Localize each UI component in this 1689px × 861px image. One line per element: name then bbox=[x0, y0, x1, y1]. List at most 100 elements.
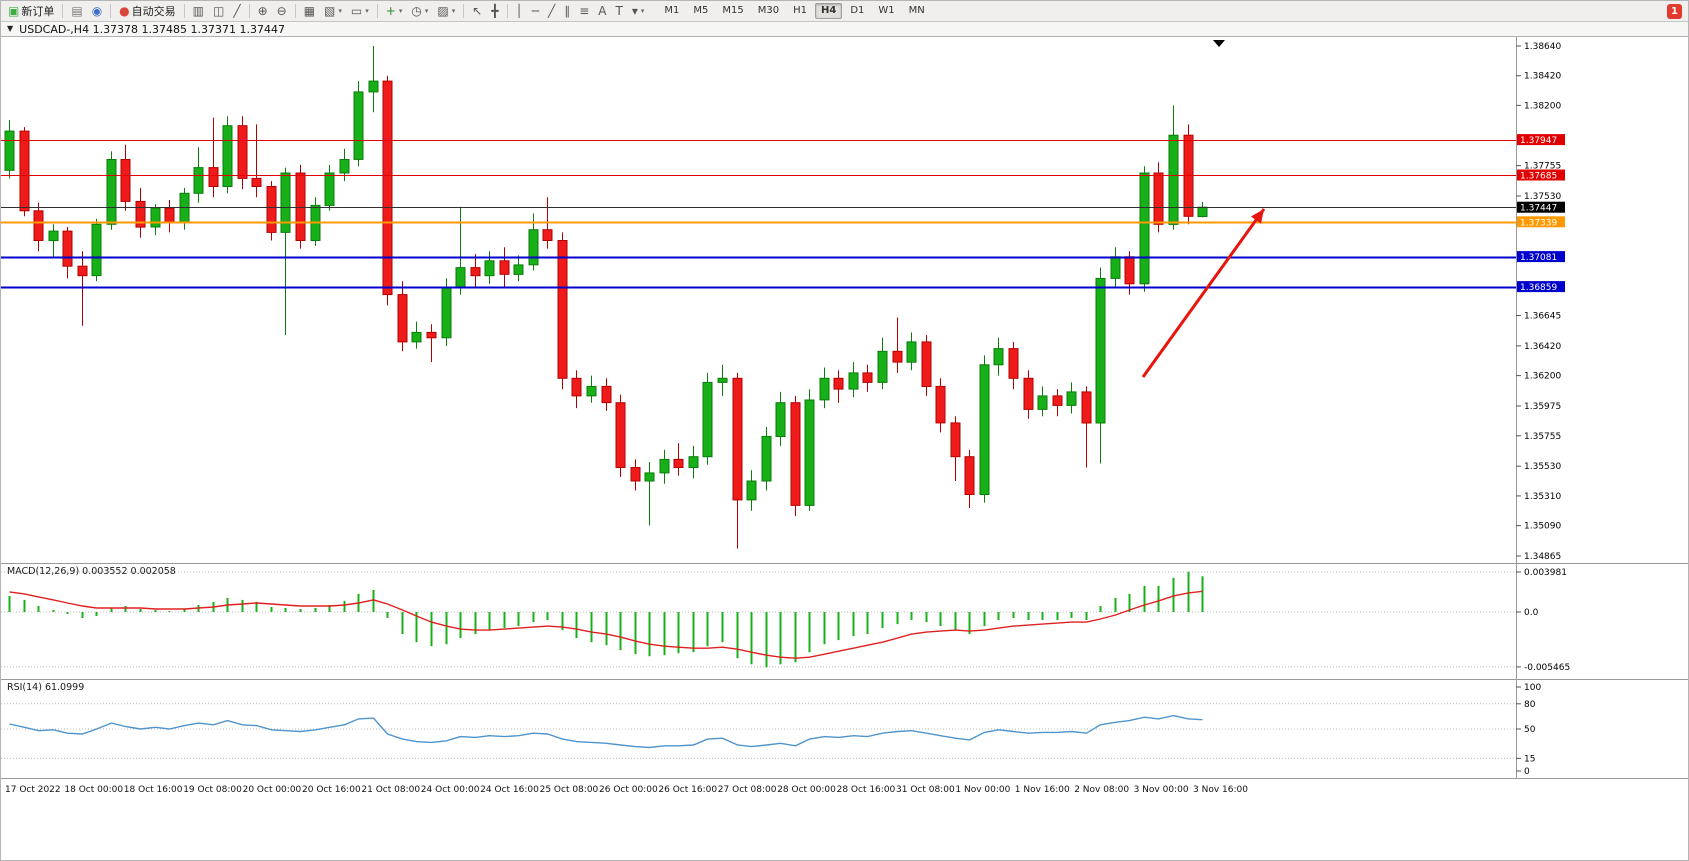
time-axis-label: 28 Oct 00:00 bbox=[777, 785, 836, 795]
timeframe-d1-button[interactable]: D1 bbox=[850, 5, 865, 16]
svg-text:1.35530: 1.35530 bbox=[1524, 462, 1561, 472]
new-order-button[interactable]: ▣ 新订单 bbox=[4, 3, 58, 20]
arrows-button[interactable]: ▾ ▾ bbox=[628, 3, 649, 20]
svg-text:1.36200: 1.36200 bbox=[1524, 372, 1561, 382]
horizontal-lines-layer[interactable] bbox=[1, 140, 1516, 289]
time-axis-label: 26 Oct 16:00 bbox=[658, 785, 718, 795]
macd-panel-canvas[interactable]: 0.003981 0.0 -0.005465 bbox=[1, 563, 1689, 679]
trendline-button[interactable]: ╱ bbox=[544, 3, 559, 20]
text-button[interactable]: A bbox=[594, 3, 610, 20]
svg-text:1.35310: 1.35310 bbox=[1524, 492, 1561, 502]
svg-text:1.37685: 1.37685 bbox=[1520, 172, 1557, 182]
channel-button[interactable]: ∥ bbox=[560, 3, 574, 20]
time-axis[interactable]: 17 Oct 2022 18 Oct 00:00 18 Oct 16:00 19 Oc… bbox=[1, 778, 1688, 802]
trendline-button-glyph: ╱ bbox=[547, 4, 556, 18]
price-tag bbox=[1517, 134, 1565, 146]
chart-window-icon[interactable]: ▤ bbox=[67, 3, 86, 20]
zoom-in-button-glyph: ⊕ bbox=[257, 4, 268, 18]
price-tag bbox=[1517, 169, 1565, 181]
zoom-out-button-glyph: ⊖ bbox=[276, 4, 287, 18]
rsi-indicator-label: RSI(14) 61.0999 bbox=[7, 682, 85, 693]
time-axis-label: 1 Nov 16:00 bbox=[1014, 785, 1070, 795]
time-axis-label: 3 Nov 00:00 bbox=[1133, 785, 1189, 795]
svg-text:100: 100 bbox=[1524, 683, 1541, 693]
timeframe-m30-button[interactable]: M30 bbox=[757, 5, 780, 16]
line-chart-type-button[interactable]: ╱ bbox=[229, 3, 244, 20]
zoom-in-button[interactable]: ⊕ bbox=[254, 3, 272, 20]
label-button-glyph: T bbox=[615, 4, 623, 18]
rsi-panel-canvas[interactable]: 100 80 50 15 0 bbox=[1, 679, 1689, 778]
price-chart-canvas[interactable]: 1.38640 1.38420 1.38200 1.37755 1.37530 1.366… bbox=[1, 37, 1689, 563]
time-axis-label: 27 Oct 08:00 bbox=[717, 785, 777, 795]
bar-chart-type-button-glyph: ▥ bbox=[192, 4, 204, 18]
time-axis-label: 31 Oct 08:00 bbox=[896, 785, 955, 795]
indicators-button[interactable]: + ▾ bbox=[382, 3, 407, 20]
auto-trading-button-label: 自动交易 bbox=[131, 4, 176, 18]
time-axis-label: 2 Nov 08:00 bbox=[1074, 785, 1130, 795]
bar-chart-type-button[interactable]: ▥ bbox=[189, 3, 208, 20]
timeframe-m1-button[interactable]: M1 bbox=[664, 5, 680, 16]
svg-text:1.37081: 1.37081 bbox=[1520, 253, 1557, 263]
macd-signal-line bbox=[9, 590, 1203, 659]
timeframe-mn-button[interactable]: MN bbox=[908, 5, 925, 16]
price-tag bbox=[1517, 251, 1565, 263]
svg-text:1.36645: 1.36645 bbox=[1524, 312, 1561, 322]
timeframe-h4-button[interactable]: H4 bbox=[814, 3, 843, 19]
auto-arrange-button[interactable]: ▧ ▾ bbox=[320, 3, 346, 20]
svg-text:1.34865: 1.34865 bbox=[1524, 552, 1561, 562]
window-menu-icon[interactable]: ▼ bbox=[7, 24, 14, 33]
svg-text:1.38640: 1.38640 bbox=[1524, 42, 1561, 52]
price-tag bbox=[1517, 201, 1565, 213]
candlestick-chart-type-button[interactable]: ◫ bbox=[209, 3, 228, 20]
zoom-out-button[interactable]: ⊖ bbox=[273, 3, 291, 20]
svg-text:1.38200: 1.38200 bbox=[1524, 101, 1561, 111]
auto-trading-button[interactable]: ● 自动交易 bbox=[115, 3, 179, 20]
timeframe-m15-button[interactable]: M15 bbox=[722, 5, 744, 16]
time-axis-label: 3 Nov 16:00 bbox=[1193, 785, 1248, 795]
time-axis-label: 25 Oct 08:00 bbox=[539, 785, 599, 795]
horizontal-line-button[interactable]: ─ bbox=[528, 3, 543, 20]
macd-indicator-label: MACD(12,26,9) 0.003552 0.002058 bbox=[7, 566, 176, 577]
cursor-button[interactable]: ↖ bbox=[468, 3, 486, 20]
macd-histogram bbox=[8, 571, 1204, 668]
text-button-glyph: A bbox=[598, 4, 607, 18]
timeframe-m5-button[interactable]: M5 bbox=[693, 5, 709, 16]
svg-text:15: 15 bbox=[1524, 754, 1535, 764]
templates-button[interactable]: ▨ ▾ bbox=[433, 3, 459, 20]
time-axis-label: 28 Oct 16:00 bbox=[836, 785, 896, 795]
time-axis-label: 18 Oct 16:00 bbox=[123, 785, 183, 795]
line-chart-type-button-glyph: ╱ bbox=[233, 4, 241, 18]
svg-text:1.37339: 1.37339 bbox=[1520, 218, 1557, 228]
label-button[interactable]: T bbox=[611, 3, 626, 20]
trend-arrow-annotation[interactable] bbox=[1141, 208, 1266, 378]
profiles-icon-glyph: ◉ bbox=[91, 4, 103, 18]
timeframe-w1-button[interactable]: W1 bbox=[878, 5, 895, 16]
svg-text:0: 0 bbox=[1524, 767, 1530, 777]
vertical-line-button[interactable]: │ bbox=[512, 3, 527, 20]
arrows-button-glyph: ▾ bbox=[631, 4, 638, 18]
svg-text:1.35090: 1.35090 bbox=[1524, 522, 1561, 532]
dropdown-caret-icon: ▾ bbox=[398, 7, 403, 15]
chart-end-marker-icon bbox=[1213, 40, 1225, 47]
time-axis-label: 17 Oct 2022 bbox=[5, 785, 61, 795]
crosshair-button[interactable]: ╋ bbox=[487, 3, 502, 20]
chart-title-bar: ▼ USDCAD-,H4 1.37378 1.37485 1.37371 1.3… bbox=[1, 22, 1688, 37]
timeframe-h1-button[interactable]: H1 bbox=[793, 5, 807, 16]
svg-text:1.38420: 1.38420 bbox=[1524, 72, 1561, 82]
time-axis-label: 20 Oct 00:00 bbox=[242, 785, 302, 795]
chart-shift-button[interactable]: ▭ ▾ bbox=[347, 3, 373, 20]
vertical-line-button-glyph: │ bbox=[515, 4, 523, 18]
periods-button[interactable]: ◷ ▾ bbox=[407, 3, 432, 20]
time-axis-label: 20 Oct 16:00 bbox=[302, 785, 361, 795]
fibonacci-button[interactable]: ≡ bbox=[575, 3, 593, 20]
profiles-icon[interactable]: ◉ bbox=[88, 3, 106, 20]
notification-badge[interactable]: 1 bbox=[1667, 4, 1682, 19]
svg-text:1.37755: 1.37755 bbox=[1524, 162, 1561, 172]
candles-layer bbox=[4, 46, 1208, 549]
indicators-button-glyph: + bbox=[385, 4, 396, 18]
tile-windows-button[interactable]: ▦ bbox=[300, 3, 319, 20]
time-axis-label: 19 Oct 08:00 bbox=[183, 785, 242, 795]
horizontal-line-button-glyph: ─ bbox=[531, 4, 539, 18]
price-axis[interactable]: 1.38640 1.38420 1.38200 1.37755 1.37530 1.366… bbox=[1516, 37, 1565, 563]
dropdown-caret-icon: ▾ bbox=[640, 7, 645, 15]
